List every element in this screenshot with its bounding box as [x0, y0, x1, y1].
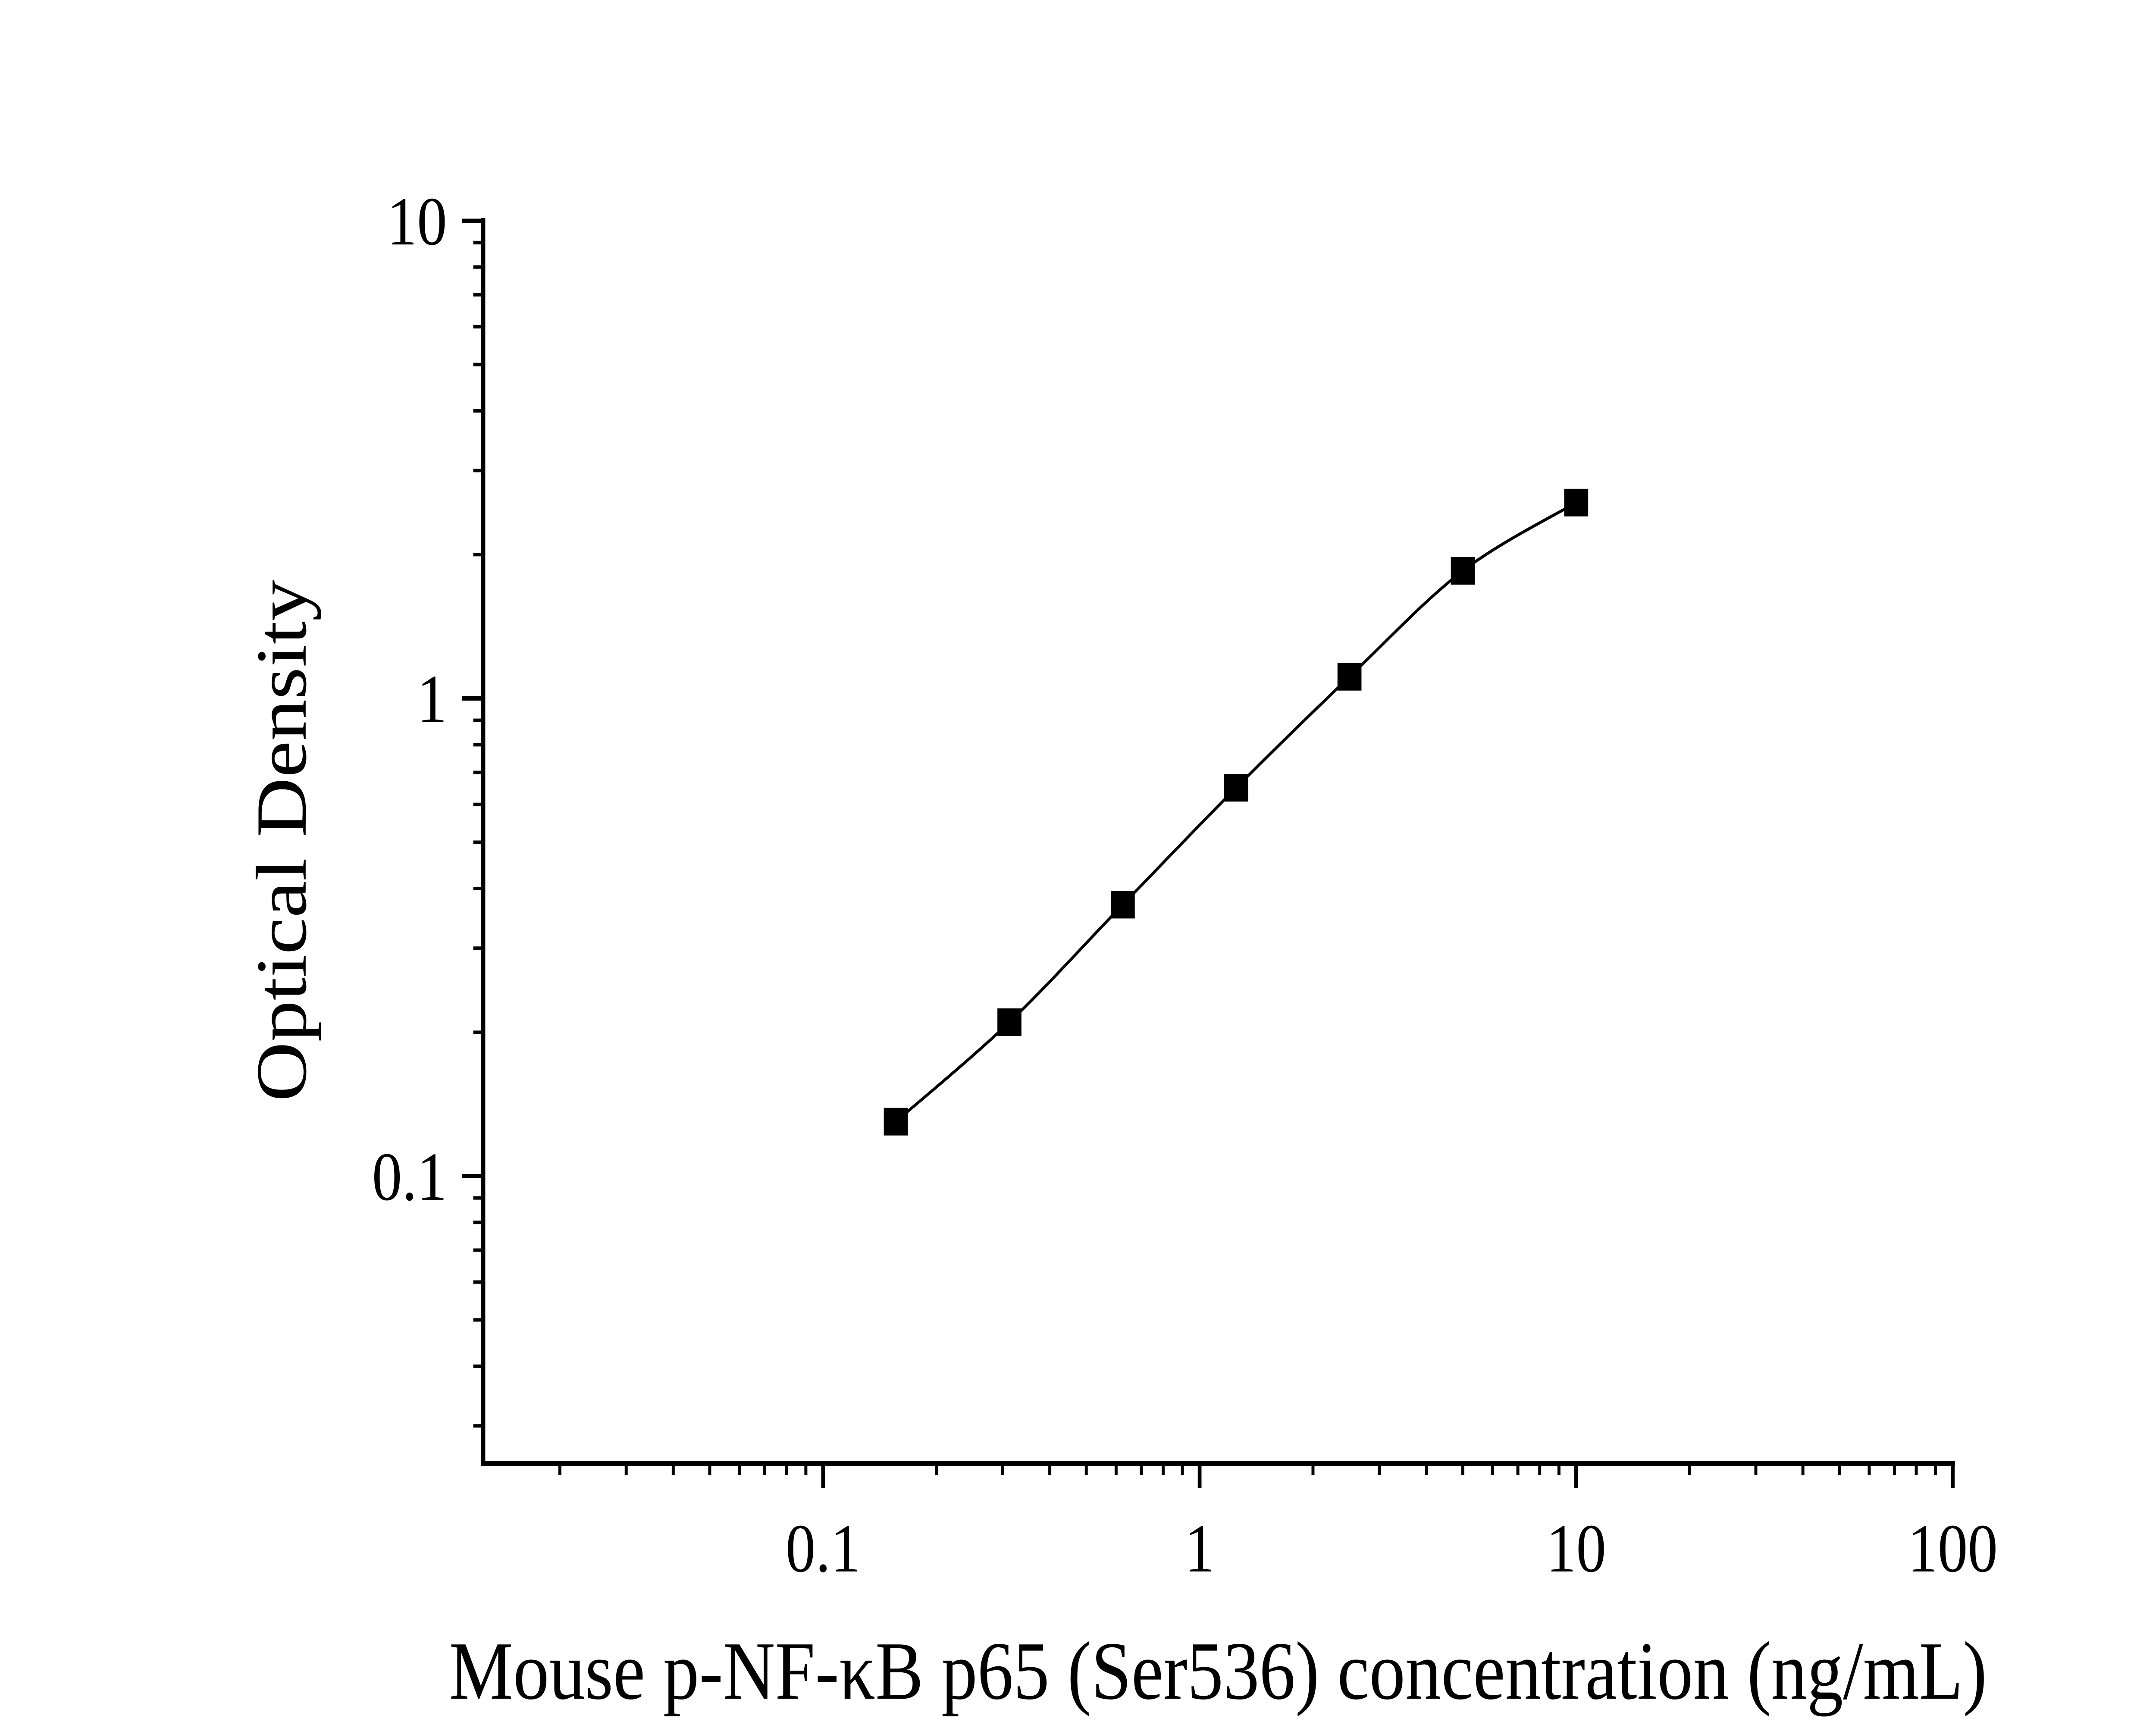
data-point-marker — [884, 1108, 908, 1136]
data-point-marker — [1337, 663, 1362, 691]
data-point-marker — [997, 1008, 1022, 1036]
data-point-marker — [1564, 488, 1589, 516]
y-tick-label: 10 — [387, 183, 447, 260]
axis-lines-layer — [480, 218, 1955, 1466]
x-tick-label: 1 — [1185, 1510, 1215, 1587]
x-tick-label: 10 — [1546, 1510, 1606, 1587]
x-tick-label: 100 — [1908, 1510, 1998, 1587]
tick-labels-layer: 0.1 1 10 100 0.1 1 10 — [372, 183, 1998, 1587]
data-point-marker — [1451, 557, 1475, 585]
data-series-layer — [884, 488, 1589, 1136]
x-tick-label: 0.1 — [786, 1510, 861, 1587]
y-tick-label: 1 — [417, 661, 447, 737]
axis-ticks-layer — [462, 219, 1955, 1488]
data-point-marker — [1224, 774, 1248, 802]
y-tick-label: 0.1 — [372, 1139, 447, 1215]
x-axis-title: Mouse p-NF-κB p65 (Ser536) concentration… — [449, 1625, 1987, 1716]
data-point-marker — [1111, 891, 1135, 919]
y-axis-title: Optical Density — [241, 580, 321, 1102]
